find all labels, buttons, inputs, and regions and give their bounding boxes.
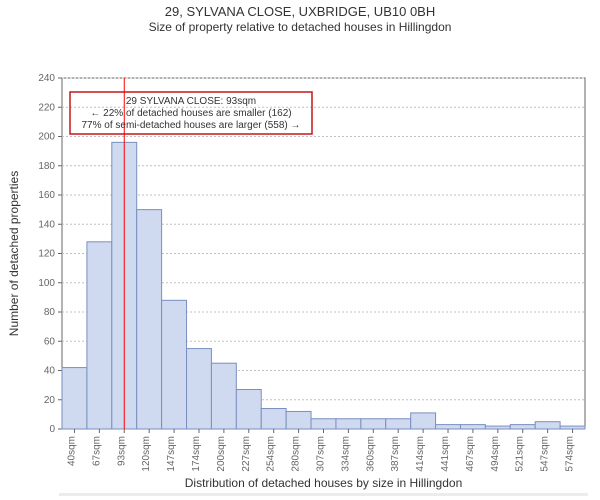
- histogram-bar: [485, 426, 510, 429]
- x-axis-label: Distribution of detached houses by size …: [185, 476, 463, 490]
- y-tick-label: 160: [38, 190, 55, 201]
- x-tick-label: 521sqm: [515, 436, 526, 472]
- histogram-bar: [535, 422, 560, 429]
- y-tick-label: 140: [38, 219, 55, 230]
- histogram-bar: [62, 368, 87, 429]
- histogram-bar: [211, 363, 236, 429]
- y-tick-label: 180: [38, 161, 55, 172]
- histogram-bar: [236, 389, 261, 428]
- x-tick-label: 387sqm: [390, 436, 401, 472]
- x-tick-label: 67sqm: [91, 436, 102, 466]
- y-tick-label: 120: [38, 248, 55, 259]
- y-tick-label: 40: [44, 365, 56, 376]
- x-tick-label: 280sqm: [291, 436, 302, 472]
- chart-header: 29, SYLVANA CLOSE, UXBRIDGE, UB10 0BH Si…: [0, 0, 600, 34]
- histogram-bar: [460, 425, 485, 429]
- histogram-bar: [137, 210, 162, 429]
- histogram-bar: [286, 411, 311, 429]
- y-tick-label: 20: [44, 395, 56, 406]
- histogram-bar: [311, 419, 336, 429]
- x-tick-label: 414sqm: [415, 436, 426, 472]
- x-tick-label: 494sqm: [490, 436, 501, 472]
- histogram-bar: [336, 419, 361, 429]
- y-tick-label: 100: [38, 278, 55, 289]
- y-tick-label: 240: [38, 73, 55, 84]
- chart-title: 29, SYLVANA CLOSE, UXBRIDGE, UB10 0BH: [0, 0, 600, 20]
- y-tick-label: 0: [49, 424, 55, 435]
- y-tick-label: 220: [38, 102, 55, 113]
- histogram-bar: [361, 419, 386, 429]
- x-tick-label: 574sqm: [565, 436, 576, 472]
- histogram-bar: [436, 425, 461, 429]
- x-tick-label: 120sqm: [141, 436, 152, 472]
- x-tick-label: 360sqm: [365, 436, 376, 472]
- x-tick-label: 147sqm: [166, 436, 177, 472]
- y-tick-label: 200: [38, 131, 55, 142]
- histogram-bar: [261, 409, 286, 429]
- x-tick-label: 441sqm: [440, 436, 451, 472]
- callout-line: ← 22% of detached houses are smaller (16…: [90, 108, 291, 119]
- x-tick-label: 254sqm: [266, 436, 277, 472]
- chart-subtitle: Size of property relative to detached ho…: [0, 20, 600, 34]
- x-tick-label: 547sqm: [540, 436, 551, 472]
- x-tick-label: 93sqm: [116, 436, 127, 466]
- histogram-bar: [560, 426, 585, 429]
- histogram-bar: [411, 413, 436, 429]
- y-tick-label: 60: [44, 336, 56, 347]
- histogram-bar: [162, 300, 187, 429]
- y-axis-label: Number of detached properties: [7, 171, 21, 336]
- chart-svg: 0 20 40 60 80 100 120 140 160 180 200 220 240 40sqm 67…: [0, 34, 600, 496]
- x-tick-label: 174sqm: [191, 436, 202, 472]
- x-tick-label: 467sqm: [465, 436, 476, 472]
- histogram-bar: [187, 349, 212, 429]
- x-tick-label: 200sqm: [216, 436, 227, 472]
- histogram-bar: [510, 425, 535, 429]
- callout-line: 77% of semi-detached houses are larger (…: [81, 120, 300, 131]
- x-tick-label: 307sqm: [316, 436, 327, 472]
- y-tick-label: 80: [44, 307, 56, 318]
- x-tick-label: 40sqm: [66, 436, 77, 466]
- x-tick-label: 334sqm: [340, 436, 351, 472]
- x-tick-label: 227sqm: [241, 436, 252, 472]
- histogram-bar: [386, 419, 411, 429]
- histogram-chart: 0 20 40 60 80 100 120 140 160 180 200 220 240 40sqm 67…: [0, 34, 600, 496]
- callout-line: 29 SYLVANA CLOSE: 93sqm: [126, 96, 256, 107]
- histogram-bar: [87, 242, 112, 429]
